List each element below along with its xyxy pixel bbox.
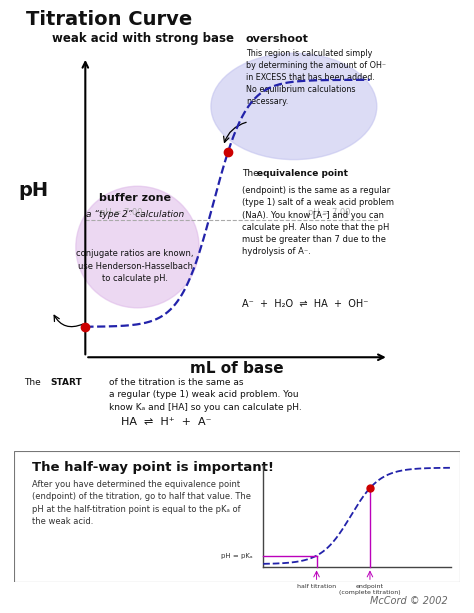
Text: pH = pKₐ: pH = pKₐ xyxy=(221,553,253,558)
Text: of the titration is the same as
a regular (type 1) weak acid problem. You
know K: of the titration is the same as a regula… xyxy=(109,378,302,411)
Text: half titration: half titration xyxy=(297,585,336,590)
Text: (endpoint) is the same as a regular
(type 1) salt of a weak acid problem
(NaA). : (endpoint) is the same as a regular (typ… xyxy=(242,186,394,256)
Text: endpoint
(complete titration): endpoint (complete titration) xyxy=(339,585,401,595)
Text: McCord © 2002: McCord © 2002 xyxy=(370,596,447,606)
Text: After you have determined the equivalence point
(endpoint) of the titration, go : After you have determined the equivalenc… xyxy=(32,479,251,526)
Text: The: The xyxy=(24,378,43,387)
Text: This region is calculated simply
by determining the amount of OH⁻
in EXCESS that: This region is calculated simply by dete… xyxy=(246,50,387,105)
Ellipse shape xyxy=(211,53,377,159)
Text: buffer zone: buffer zone xyxy=(99,192,171,203)
Text: mL of base: mL of base xyxy=(190,361,284,376)
Text: pH = 7.00: pH = 7.00 xyxy=(100,208,142,218)
Ellipse shape xyxy=(76,186,199,308)
Text: pH = 7.00: pH = 7.00 xyxy=(308,208,351,218)
Text: conjugate ratios are known,
use Henderson-Hasselbach
to calculate pH.: conjugate ratios are known, use Henderso… xyxy=(76,249,194,283)
Text: equivalence point: equivalence point xyxy=(257,169,348,178)
Text: Titration Curve: Titration Curve xyxy=(26,10,192,28)
Text: a “type 2” calculation: a “type 2” calculation xyxy=(86,210,184,219)
FancyBboxPatch shape xyxy=(14,451,460,582)
Text: pH: pH xyxy=(18,181,48,199)
Text: START: START xyxy=(50,378,82,387)
Text: weak acid with strong base: weak acid with strong base xyxy=(52,32,234,45)
Text: HA  ⇌  H⁺  +  A⁻: HA ⇌ H⁺ + A⁻ xyxy=(121,417,211,427)
Text: The: The xyxy=(242,169,261,178)
Text: overshoot: overshoot xyxy=(246,34,309,44)
Text: The half-way point is important!: The half-way point is important! xyxy=(32,461,274,474)
Text: A⁻  +  H₂O  ⇌  HA  +  OH⁻: A⁻ + H₂O ⇌ HA + OH⁻ xyxy=(242,299,368,309)
